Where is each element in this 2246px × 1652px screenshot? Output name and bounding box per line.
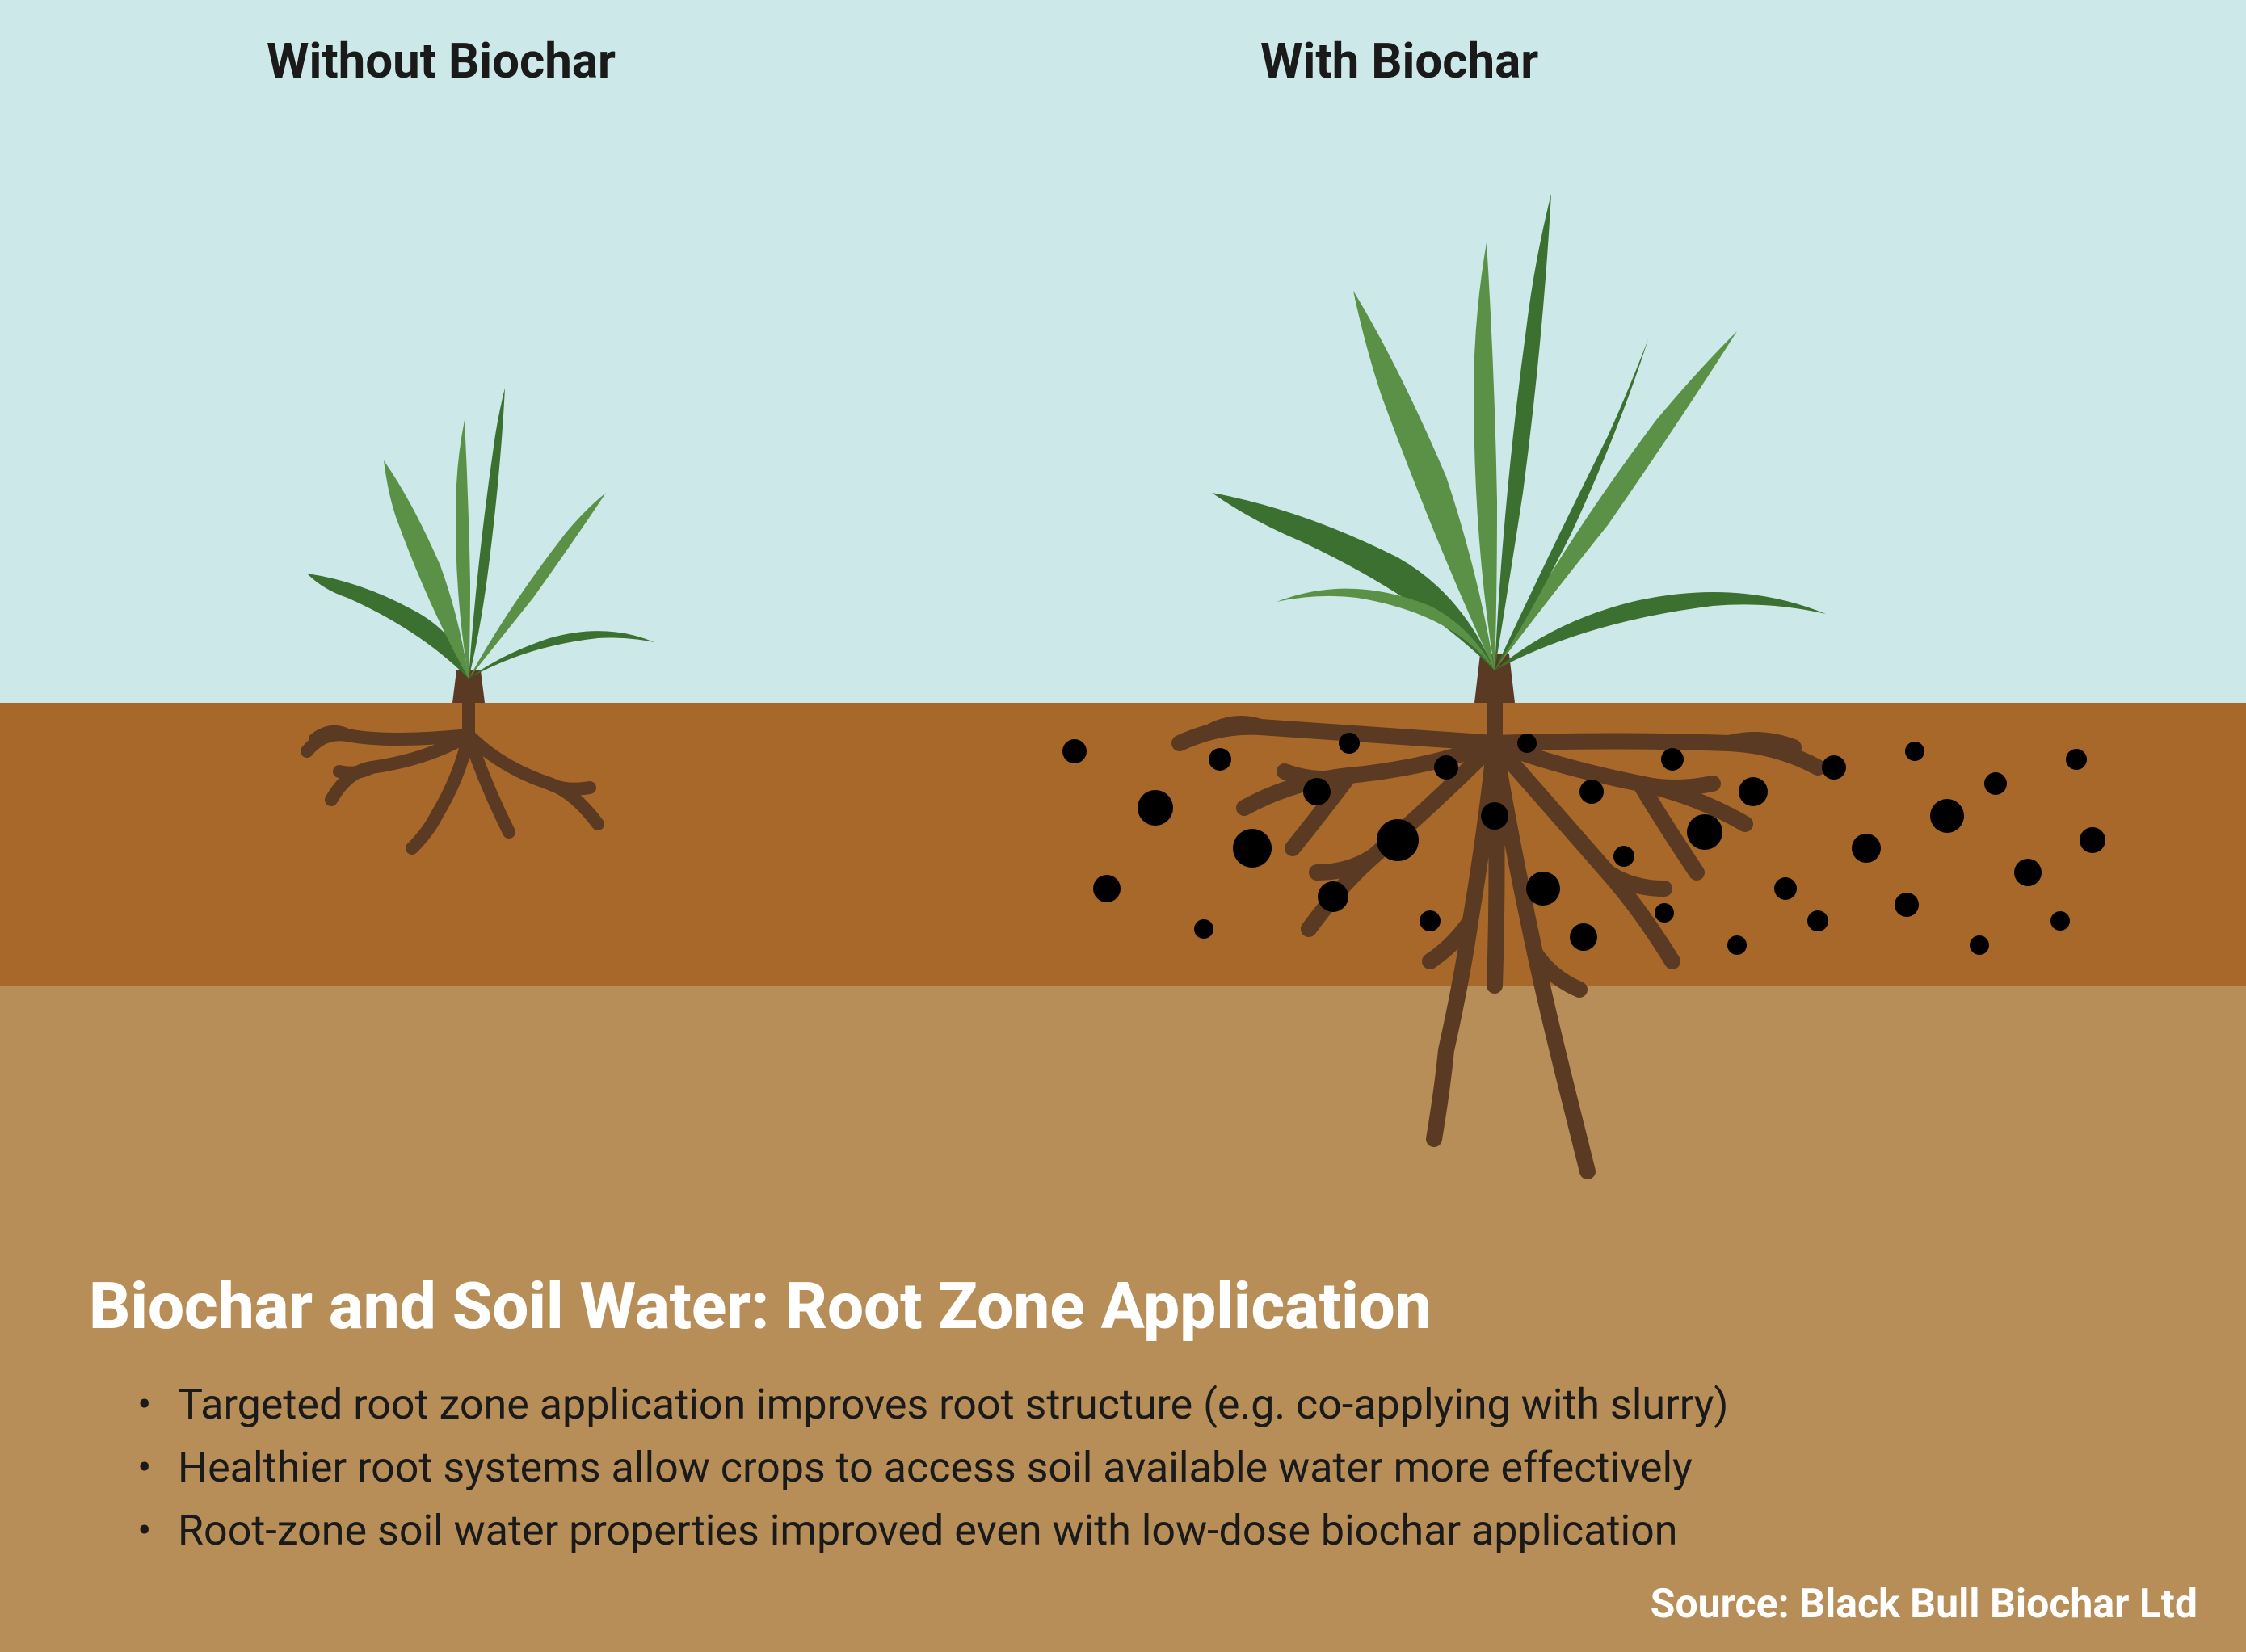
main-title: Biochar and Soil Water: Root Zone Applic… xyxy=(89,1268,1432,1344)
biochar-particles xyxy=(1010,703,2141,986)
bullet-item: Root-zone soil water properties improved… xyxy=(137,1499,1728,1562)
label-without-biochar: Without Biochar xyxy=(267,32,616,90)
plant-without-biochar xyxy=(226,242,711,1050)
bullet-list: Targeted root zone application improves … xyxy=(137,1373,1728,1562)
source-attribution: Source: Black Bull Biochar Ltd xyxy=(1651,1581,2198,1628)
label-with-biochar: With Biochar xyxy=(1260,32,1538,90)
bullet-item: Healthier root systems allow crops to ac… xyxy=(137,1436,1728,1499)
plant-with-biochar xyxy=(1131,97,1858,1228)
bullet-item: Targeted root zone application improves … xyxy=(137,1373,1728,1436)
